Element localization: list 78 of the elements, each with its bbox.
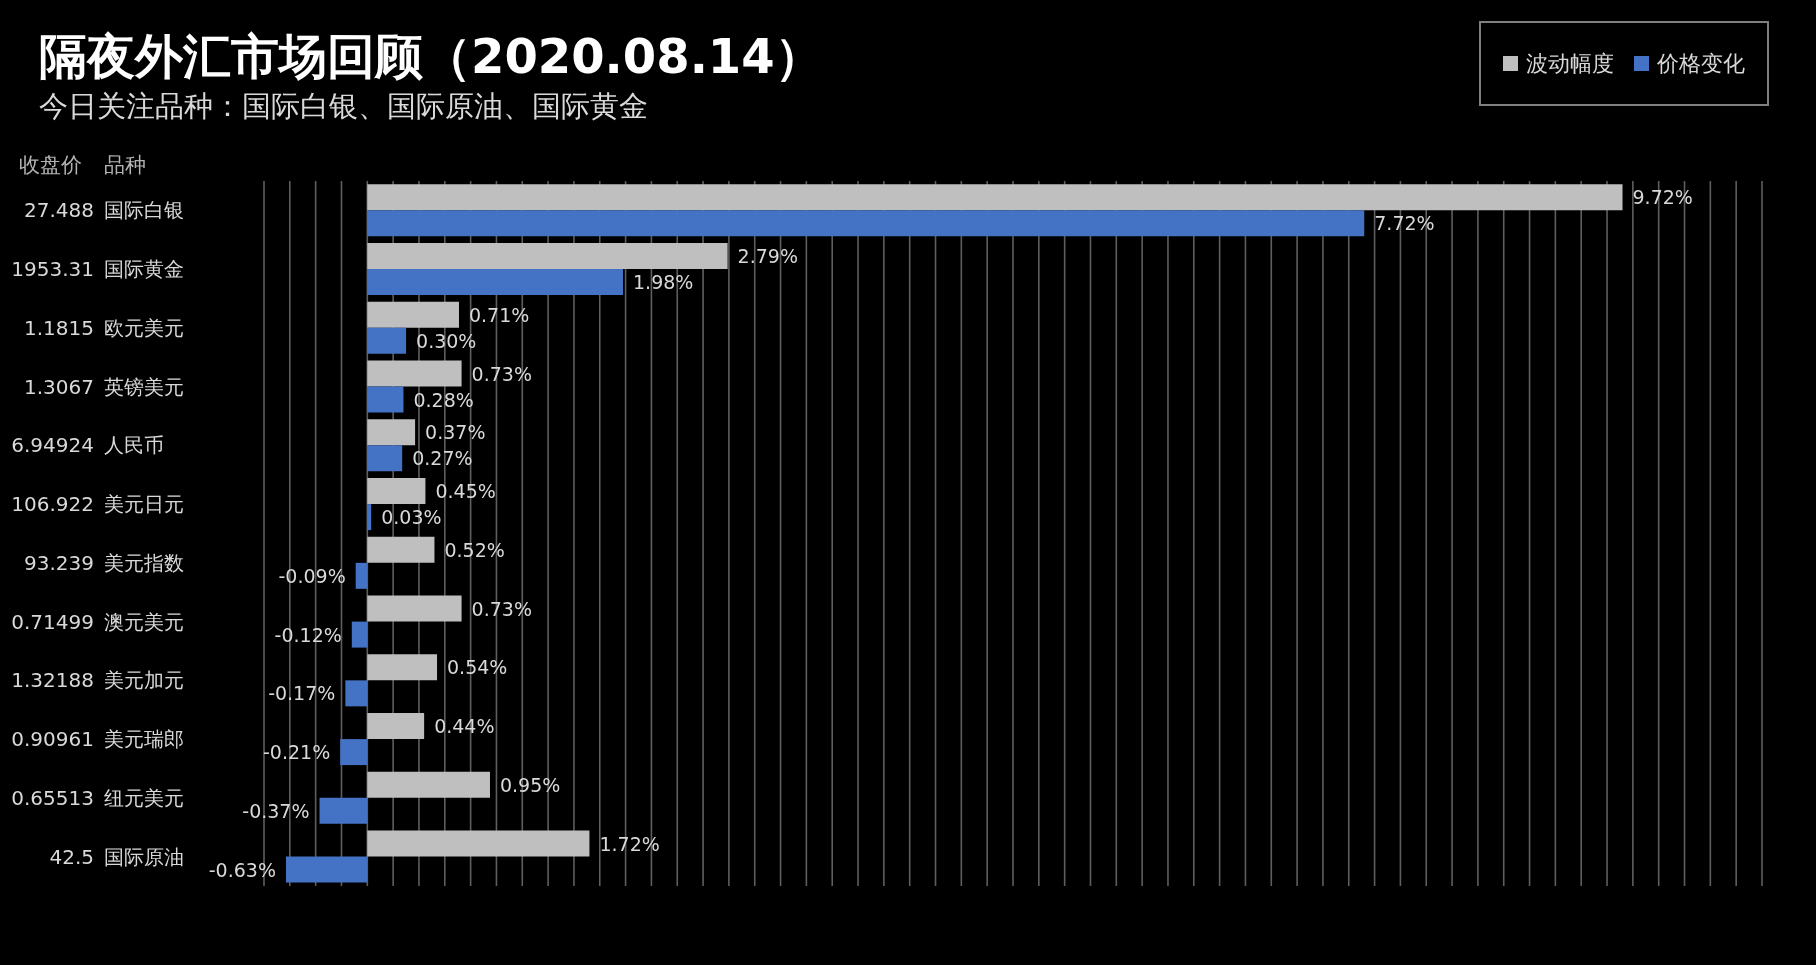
bar xyxy=(345,680,368,707)
data-label: 1.72% xyxy=(599,832,660,855)
bar xyxy=(367,419,416,446)
data-label: -0.21% xyxy=(262,741,331,764)
chart-title: 隔夜外汇市场回顾（2020.08.14） xyxy=(39,28,823,84)
data-label: -0.63% xyxy=(208,858,276,881)
bar xyxy=(367,536,435,563)
bar xyxy=(367,478,426,505)
y2-tick-label: 1.1815 xyxy=(24,315,94,340)
data-label: 0.52% xyxy=(444,538,505,561)
y2-tick-label: 1953.31 xyxy=(11,257,94,282)
y-tick-label: 人民币 xyxy=(104,433,164,458)
y-tick-label: 英镑美元 xyxy=(104,374,184,399)
text: 收盘价 xyxy=(19,152,82,179)
bar xyxy=(351,621,368,648)
bar xyxy=(319,797,368,824)
bar xyxy=(367,504,372,531)
bar xyxy=(367,654,438,681)
data-label: 2.79% xyxy=(737,245,798,268)
y-tick-label: 国际白银 xyxy=(104,198,184,223)
data-label: 0.28% xyxy=(413,388,474,411)
legend-label: 波动幅度 xyxy=(1526,49,1614,78)
y2-tick-label: 1.32188 xyxy=(11,668,94,693)
y-tick-label: 美元瑞郎 xyxy=(104,727,184,752)
data-label: 0.30% xyxy=(416,329,477,352)
data-label: 0.71% xyxy=(469,303,530,326)
bar xyxy=(367,771,490,798)
y2-tick-label: 27.488 xyxy=(24,198,94,223)
y2-tick-label: 1.3067 xyxy=(24,374,94,399)
data-label: 0.54% xyxy=(447,656,508,679)
data-label: 0.03% xyxy=(381,506,442,529)
y-tick-label: 纽元美元 xyxy=(104,785,184,810)
bar xyxy=(367,445,403,472)
y-tick-label: 美元指数 xyxy=(104,550,184,575)
data-label: 0.37% xyxy=(425,421,486,444)
y2-tick-label: 0.65513 xyxy=(11,785,94,810)
y2-tick-label: 93.239 xyxy=(24,550,94,575)
y-tick-label: 国际黄金 xyxy=(104,257,184,282)
bar xyxy=(367,269,623,296)
data-label: 0.95% xyxy=(499,773,561,796)
bar xyxy=(367,210,1365,237)
y2-tick-label: 0.90961 xyxy=(11,727,94,752)
data-label: -0.17% xyxy=(268,682,336,705)
y2-tick-label: 6.94924 xyxy=(11,433,94,458)
bar xyxy=(355,562,368,589)
bar xyxy=(367,184,1623,211)
y-tick-label: 美元日元 xyxy=(104,492,184,517)
data-label: 0.73% xyxy=(471,362,532,385)
legend-label: 价格变化 xyxy=(1657,49,1745,78)
y2-tick-label: 42.5 xyxy=(49,844,94,869)
y2-tick-label: 0.71499 xyxy=(11,609,94,634)
bar xyxy=(367,243,728,270)
bar xyxy=(367,360,462,387)
bar xyxy=(367,713,425,740)
data-label: 0.73% xyxy=(471,597,532,620)
bar xyxy=(367,386,404,413)
data-label: 9.72% xyxy=(1632,186,1693,209)
y-tick-label: 澳元美元 xyxy=(104,609,184,634)
bar xyxy=(367,830,590,857)
bar xyxy=(367,301,459,328)
data-label: 0.27% xyxy=(412,447,473,470)
text: 品种 xyxy=(104,152,146,179)
data-label: -0.09% xyxy=(278,564,346,587)
bar xyxy=(367,595,462,622)
y-tick-label: 美元加元 xyxy=(104,668,184,693)
data-label: 7.72% xyxy=(1374,212,1435,235)
bar xyxy=(285,856,368,883)
y2-tick-label: 106.922 xyxy=(11,492,94,517)
bar xyxy=(367,327,407,354)
chart-subtitle: 今日关注品种：国际白银、国际原油、国际黄金 xyxy=(39,89,648,123)
y-tick-label: 国际原油 xyxy=(104,844,184,869)
data-label: 0.44% xyxy=(434,715,495,738)
data-label: -0.12% xyxy=(274,623,342,646)
data-label: 0.45% xyxy=(435,480,496,503)
y-tick-label: 欧元美元 xyxy=(104,315,184,340)
bar xyxy=(340,739,368,766)
data-label: -0.37% xyxy=(242,799,310,822)
data-label: 1.98% xyxy=(633,271,694,294)
